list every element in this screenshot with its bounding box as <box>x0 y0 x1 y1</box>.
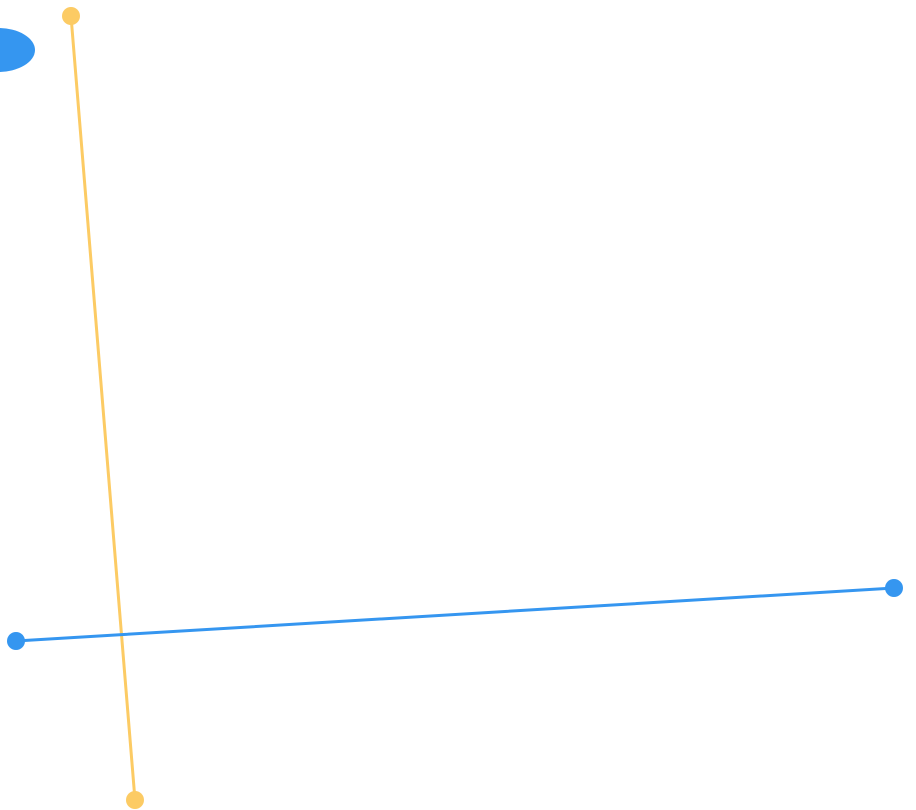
blue-connector[interactable] <box>7 579 903 650</box>
yellow-line-start-handle[interactable] <box>62 7 80 25</box>
yellow-line-end-handle[interactable] <box>126 791 144 809</box>
yellow-connector[interactable] <box>62 7 144 809</box>
blue-line-start-handle[interactable] <box>7 632 25 650</box>
blue-blob-shape[interactable] <box>0 28 35 72</box>
blue-line[interactable] <box>14 586 896 643</box>
blue-line-end-handle[interactable] <box>885 579 903 597</box>
yellow-line[interactable] <box>69 14 137 802</box>
